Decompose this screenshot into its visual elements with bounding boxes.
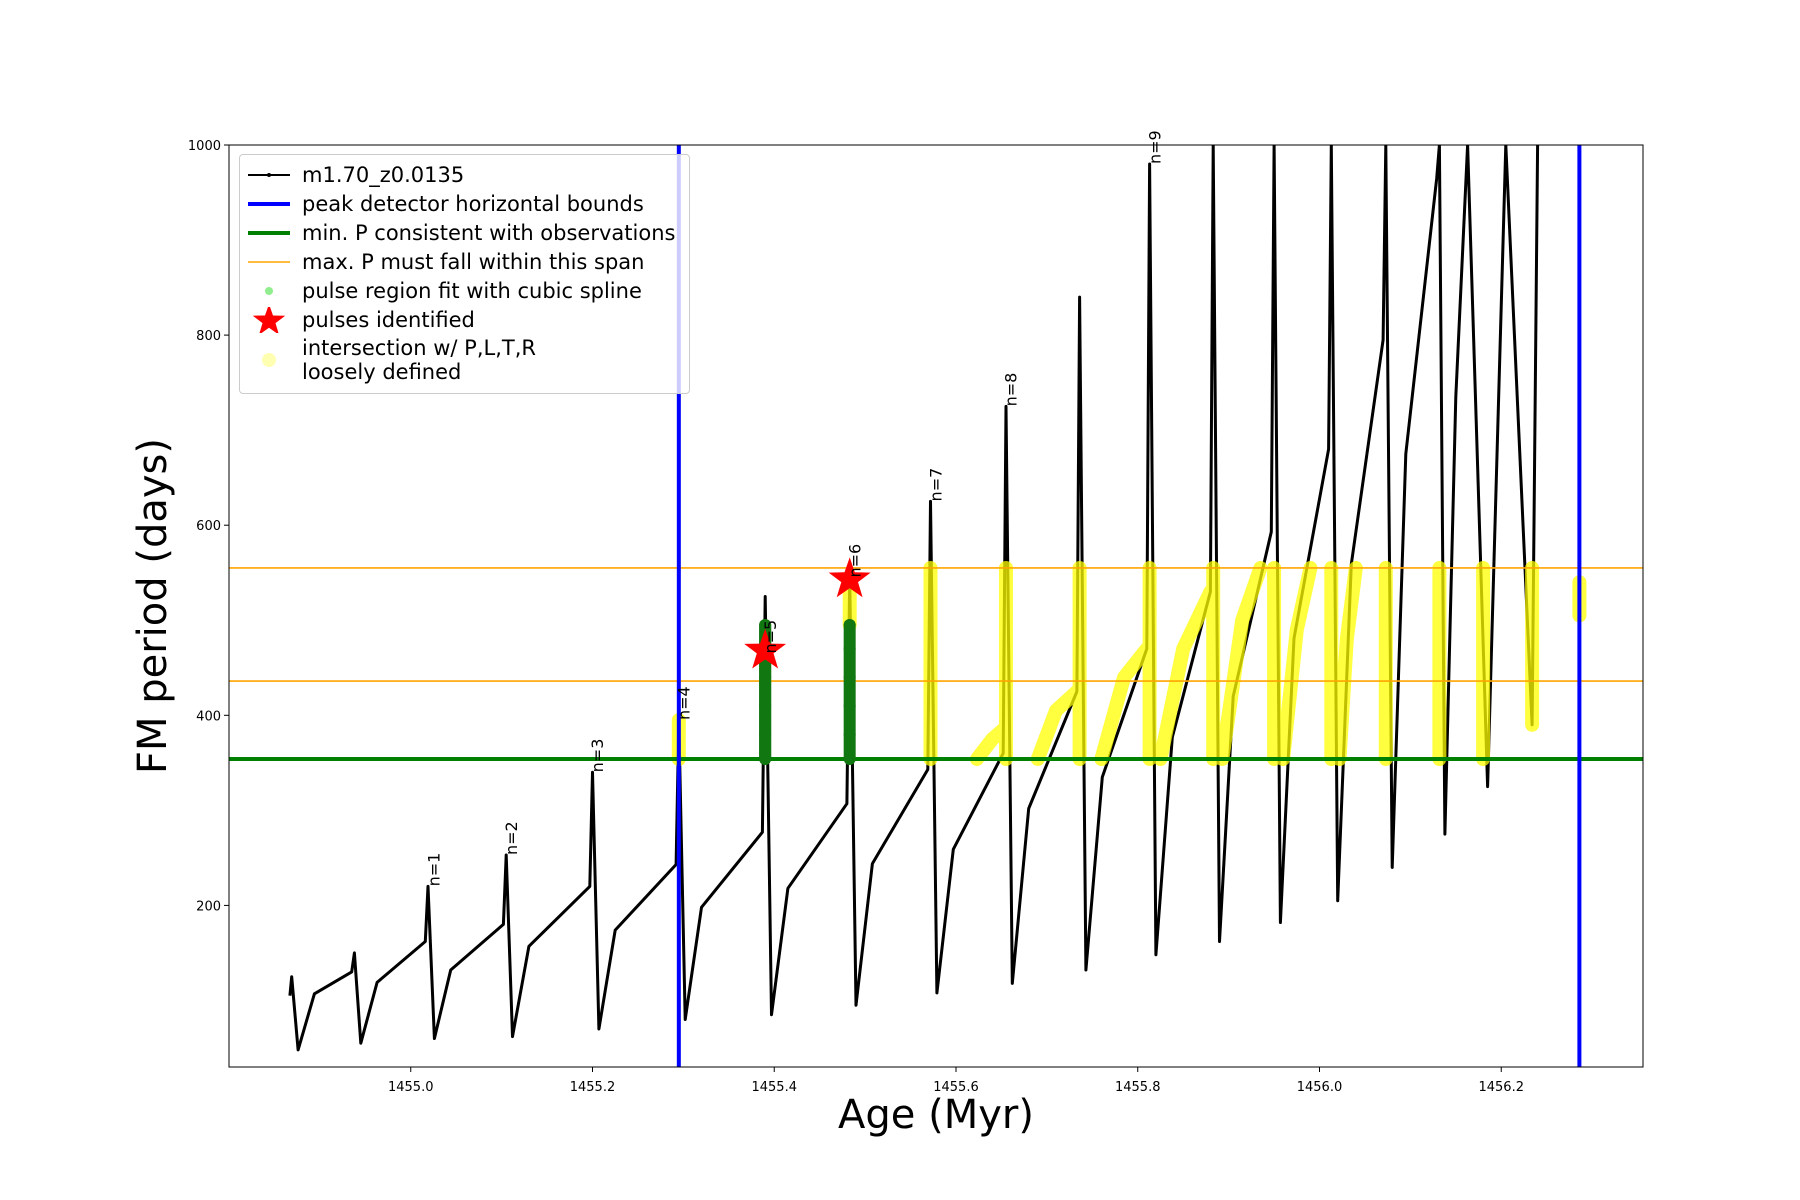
- y-tick-label: 600: [196, 519, 221, 534]
- plot-area: [229, 145, 1643, 1067]
- intersection-region: [671, 561, 1587, 766]
- annotation: n=1: [425, 853, 444, 887]
- x-tick-label: 1455.6: [933, 1080, 979, 1095]
- legend-label: m1.70_z0.0135: [302, 163, 465, 187]
- annotation: n=6: [845, 544, 864, 578]
- y-tick-label: 400: [196, 709, 221, 724]
- legend-entry: intersection w/ P,L,T,R loosely defined: [240, 336, 689, 384]
- legend-label: max. P must fall within this span: [302, 250, 645, 274]
- legend-dot: [265, 287, 273, 295]
- legend-entry: m1.70_z0.0135: [240, 162, 689, 188]
- legend-label: pulse region fit with cubic spline: [302, 279, 642, 303]
- legend-star: [252, 307, 286, 333]
- legend-label: intersection w/ P,L,T,R loosely defined: [302, 336, 536, 384]
- pulse-star: [828, 557, 871, 598]
- annotation: n=5: [761, 620, 780, 654]
- legend-marker: [252, 307, 286, 333]
- y-axis-label: FM period (days): [130, 438, 176, 774]
- annotation: n=2: [502, 821, 521, 855]
- y-tick-label: 200: [196, 899, 221, 914]
- legend-marker: [265, 287, 273, 295]
- legend-dot: [262, 353, 276, 367]
- annotation: n=8: [1002, 373, 1021, 407]
- legend-label: min. P consistent with observations: [302, 221, 676, 245]
- y-tick-label: 1000: [188, 139, 221, 154]
- legend-dot: [267, 173, 271, 177]
- x-tick-label: 1455.0: [388, 1080, 434, 1095]
- annotation: n=9: [1145, 130, 1164, 164]
- legend-entry: pulse region fit with cubic spline: [240, 278, 689, 304]
- axes-frame: [228, 144, 1644, 1068]
- pulse-star: [744, 628, 787, 669]
- legend-marker: [262, 353, 276, 367]
- y-tick-label: 800: [196, 329, 221, 344]
- x-tick-label: 1455.8: [1115, 1080, 1161, 1095]
- annotation: n=3: [588, 739, 607, 773]
- x-tick-label: 1456.2: [1478, 1080, 1524, 1095]
- legend-marker: [248, 231, 290, 235]
- legend-entry: peak detector horizontal bounds: [240, 191, 689, 217]
- annotation: n=4: [675, 686, 694, 720]
- x-tick-label: 1455.2: [570, 1080, 616, 1095]
- legend-label: peak detector horizontal bounds: [302, 192, 644, 216]
- x-tick-label: 1455.4: [751, 1080, 797, 1095]
- legend-marker: [248, 202, 290, 206]
- legend-entry: max. P must fall within this span: [240, 249, 689, 275]
- legend-label: pulses identified: [302, 308, 475, 332]
- legend-entry: min. P consistent with observations: [240, 220, 689, 246]
- x-axis-label: Age (Myr): [838, 1092, 1034, 1138]
- legend-marker: [248, 173, 290, 177]
- annotation: n=7: [926, 468, 945, 502]
- legend-entry: pulses identified: [240, 307, 689, 333]
- legend-marker: [248, 261, 290, 263]
- x-tick-label: 1456.0: [1297, 1080, 1343, 1095]
